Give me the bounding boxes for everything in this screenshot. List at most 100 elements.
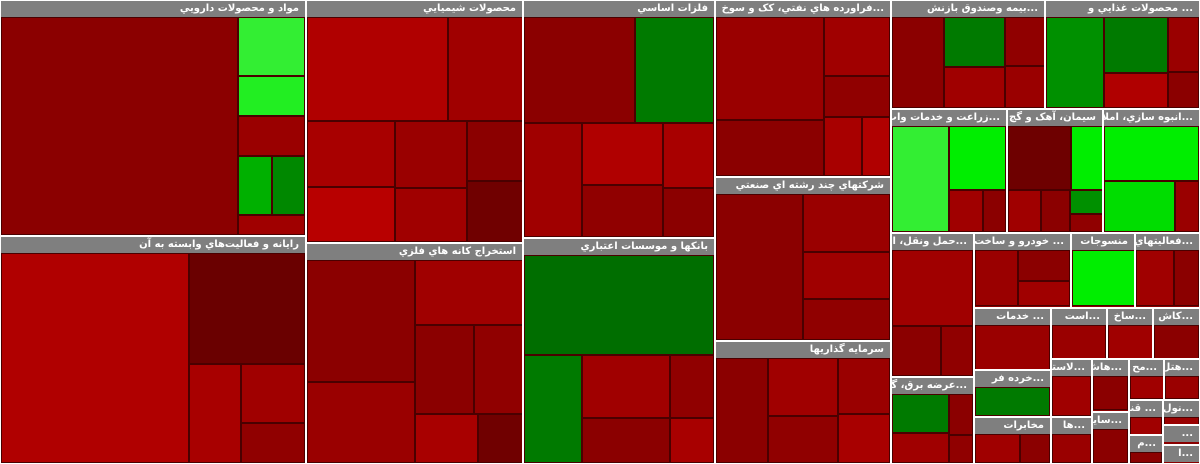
stock-tile[interactable] bbox=[467, 181, 522, 242]
stock-tile[interactable] bbox=[716, 17, 824, 120]
stock-tile[interactable] bbox=[670, 418, 714, 463]
sector-block[interactable]: ...هتل bbox=[1164, 359, 1200, 400]
stock-tile[interactable] bbox=[941, 326, 973, 376]
sector-block[interactable]: ...ها bbox=[1051, 417, 1092, 464]
stock-tile[interactable] bbox=[524, 255, 714, 355]
stock-tile[interactable] bbox=[716, 194, 803, 340]
stock-tile[interactable] bbox=[307, 187, 395, 242]
sector-block[interactable]: ...م bbox=[1129, 435, 1163, 464]
sector-block[interactable]: سرمايه گذاريها bbox=[715, 341, 891, 464]
stock-tile[interactable] bbox=[448, 17, 522, 121]
stock-tile[interactable] bbox=[582, 123, 663, 185]
stock-tile[interactable] bbox=[716, 358, 768, 463]
sector-block[interactable]: ...ساير م bbox=[1092, 412, 1129, 464]
stock-tile[interactable] bbox=[1108, 325, 1152, 358]
stock-tile[interactable] bbox=[949, 394, 973, 435]
sector-block[interactable]: فلزات اساسي bbox=[523, 0, 715, 238]
stock-tile[interactable] bbox=[1164, 417, 1199, 424]
stock-tile[interactable] bbox=[949, 190, 983, 232]
stock-tile[interactable] bbox=[582, 418, 670, 463]
stock-tile[interactable] bbox=[663, 188, 714, 237]
sector-block[interactable]: ...ساخ bbox=[1107, 308, 1153, 359]
stock-tile[interactable] bbox=[1, 17, 238, 235]
stock-tile[interactable] bbox=[1041, 190, 1070, 232]
stock-tile[interactable] bbox=[395, 188, 467, 242]
stock-tile[interactable] bbox=[892, 126, 949, 232]
sector-block[interactable]: ... bbox=[1163, 425, 1200, 445]
stock-tile[interactable] bbox=[415, 325, 474, 414]
stock-tile[interactable] bbox=[241, 364, 305, 423]
sector-block[interactable]: سيمان، آهک و گچ bbox=[1007, 109, 1103, 233]
sector-block[interactable]: ...هاش bbox=[1092, 359, 1129, 412]
stock-tile[interactable] bbox=[892, 326, 941, 376]
stock-tile[interactable] bbox=[803, 299, 890, 340]
stock-tile[interactable] bbox=[1018, 250, 1070, 281]
stock-tile[interactable] bbox=[1174, 250, 1199, 306]
sector-block[interactable]: ...است bbox=[1051, 308, 1107, 359]
sector-block[interactable]: ...لاستيک bbox=[1051, 359, 1092, 417]
stock-tile[interactable] bbox=[975, 250, 1018, 306]
stock-tile[interactable] bbox=[1052, 325, 1106, 358]
stock-tile[interactable] bbox=[824, 117, 862, 176]
stock-tile[interactable] bbox=[824, 17, 890, 76]
stock-tile[interactable] bbox=[1070, 214, 1102, 232]
stock-tile[interactable] bbox=[803, 252, 890, 299]
stock-tile[interactable] bbox=[1168, 72, 1199, 108]
stock-tile[interactable] bbox=[395, 121, 467, 188]
stock-tile[interactable] bbox=[1130, 417, 1162, 434]
stock-tile[interactable] bbox=[975, 434, 1020, 463]
stock-tile[interactable] bbox=[415, 414, 478, 463]
stock-tile[interactable] bbox=[975, 325, 1050, 369]
sector-block[interactable]: بانکها و موسسات اعتباري bbox=[523, 238, 715, 464]
stock-tile[interactable] bbox=[238, 76, 305, 116]
sector-block[interactable]: شرکتهاي چند رشته اي صنعتي bbox=[715, 177, 891, 341]
sector-block[interactable]: ...بيمه وصندوق بازنش bbox=[891, 0, 1045, 109]
stock-tile[interactable] bbox=[1005, 66, 1044, 108]
stock-tile[interactable] bbox=[307, 260, 415, 382]
stock-tile[interactable] bbox=[1136, 250, 1174, 306]
stock-tile[interactable] bbox=[1008, 190, 1041, 232]
sector-block[interactable]: محصولات شيميايي bbox=[306, 0, 523, 243]
stock-tile[interactable] bbox=[1018, 281, 1070, 306]
sector-block[interactable]: ...نول bbox=[1163, 400, 1200, 425]
stock-tile[interactable] bbox=[1093, 429, 1128, 463]
stock-tile[interactable] bbox=[768, 416, 838, 463]
sector-block[interactable]: ...انبوه سازي، املاک و مستغ bbox=[1103, 109, 1200, 233]
stock-tile[interactable] bbox=[975, 387, 1050, 416]
stock-tile[interactable] bbox=[838, 358, 890, 414]
stock-tile[interactable] bbox=[1104, 181, 1175, 232]
stock-tile[interactable] bbox=[1130, 452, 1162, 463]
stock-tile[interactable] bbox=[307, 17, 448, 121]
stock-tile[interactable] bbox=[944, 67, 1005, 108]
sector-block[interactable]: ... قند bbox=[1129, 400, 1163, 435]
stock-tile[interactable] bbox=[1072, 250, 1134, 306]
stock-tile[interactable] bbox=[1008, 126, 1071, 190]
stock-tile[interactable] bbox=[1070, 190, 1102, 214]
sector-block[interactable]: ...فراورده هاي نفتي، کک و سوخ bbox=[715, 0, 891, 177]
stock-tile[interactable] bbox=[1052, 376, 1091, 416]
stock-tile[interactable] bbox=[241, 423, 305, 463]
stock-tile[interactable] bbox=[803, 194, 890, 252]
stock-tile[interactable] bbox=[1046, 17, 1104, 108]
stock-tile[interactable] bbox=[524, 123, 582, 237]
stock-tile[interactable] bbox=[189, 364, 241, 463]
sector-block[interactable]: مواد و محصولات دارويي bbox=[0, 0, 306, 236]
stock-tile[interactable] bbox=[1052, 434, 1091, 463]
sector-block[interactable]: ...فعاليتهاي bbox=[1135, 233, 1200, 308]
stock-tile[interactable] bbox=[1168, 17, 1199, 72]
stock-tile[interactable] bbox=[1154, 325, 1199, 358]
stock-tile[interactable] bbox=[944, 17, 1005, 67]
sector-block[interactable]: ...زراعت و خدمات واب bbox=[891, 109, 1007, 233]
sector-block[interactable]: ...عرضه برق، گاز bbox=[891, 377, 974, 464]
sector-block[interactable]: رايانه و فعاليت‌هاي وابسته به آن bbox=[0, 236, 306, 464]
stock-tile[interactable] bbox=[1130, 376, 1163, 399]
stock-tile[interactable] bbox=[1, 253, 189, 463]
sector-block[interactable]: مخابرات bbox=[974, 417, 1051, 464]
stock-tile[interactable] bbox=[892, 394, 949, 433]
stock-tile[interactable] bbox=[1020, 434, 1050, 463]
stock-tile[interactable] bbox=[1093, 376, 1128, 410]
stock-tile[interactable] bbox=[768, 358, 838, 416]
stock-tile[interactable] bbox=[824, 76, 890, 117]
stock-tile[interactable] bbox=[716, 120, 824, 176]
stock-tile[interactable] bbox=[892, 17, 944, 108]
